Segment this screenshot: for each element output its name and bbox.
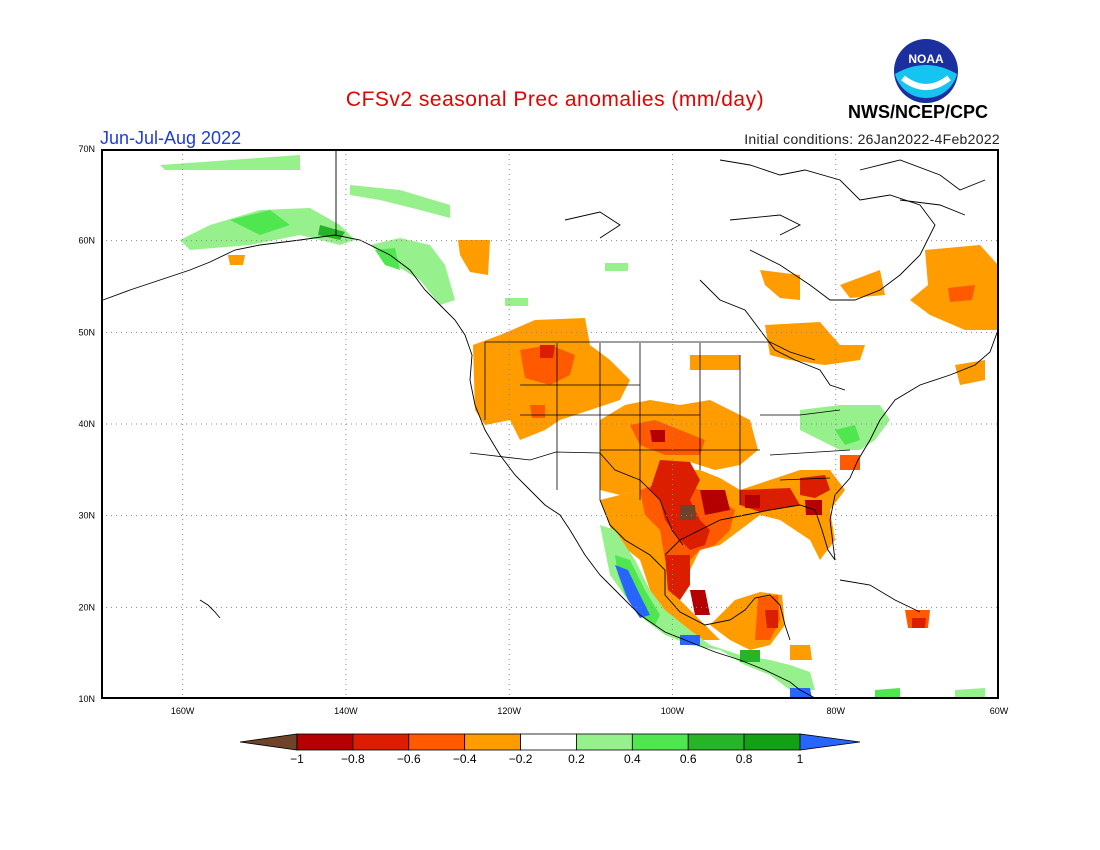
lat-tick-label: 70N — [78, 144, 95, 154]
colorbar-tick-label: 0.6 — [680, 752, 697, 766]
lat-tick-label: 20N — [78, 602, 95, 612]
colorbar-tick-label: −0.8 — [341, 752, 365, 766]
colorbar-segment — [464, 733, 521, 751]
lon-tick-label: 160W — [171, 706, 195, 716]
colorbar-tick-label: 1 — [797, 752, 804, 766]
coastline-overlay — [102, 150, 999, 699]
colorbar-tick-label: 0.2 — [568, 752, 585, 766]
colorbar-right-arrow — [799, 733, 861, 751]
colorbar-tick-label: −0.2 — [509, 752, 533, 766]
map-title: CFSv2 seasonal Prec anomalies (mm/day) — [345, 88, 765, 111]
colorbar-segment — [408, 733, 466, 751]
colorbar-segment — [743, 733, 801, 751]
lat-tick-label: 10N — [78, 694, 95, 704]
lon-tick-label: 80W — [826, 706, 845, 716]
colorbar-left-arrow — [239, 733, 298, 751]
logo-text: NOAA — [908, 52, 944, 66]
agency-label: NWS/NCEP/CPC — [848, 102, 989, 122]
graticule — [101, 149, 999, 699]
colorbar-segment — [352, 733, 410, 751]
lon-tick-label: 140W — [334, 706, 358, 716]
colorbar-tick-label: −1 — [290, 752, 304, 766]
lat-tick-label: 60N — [78, 236, 95, 246]
colorbar-segment — [576, 733, 633, 751]
initial-conditions-label: Initial conditions: 26Jan2022-4Feb2022 — [744, 131, 1000, 147]
map-frame — [101, 149, 999, 699]
noaa-logo: NOAA — [893, 38, 959, 104]
colorbar-tick-label: −0.4 — [453, 752, 477, 766]
anomaly-field — [160, 155, 998, 699]
lon-tick-label: 120W — [497, 706, 521, 716]
lat-tick-label: 50N — [78, 327, 95, 337]
colorbar-tick-label: 0.4 — [624, 752, 641, 766]
colorbar-tick-label: −0.6 — [397, 752, 421, 766]
colorbar: −1 −0.8 −0.6 −0.4 −0.2 0.2 0.4 0.6 0.8 1 — [239, 733, 861, 766]
colorbar-segment — [631, 733, 689, 751]
colorbar-tick-label: 0.8 — [736, 752, 753, 766]
lon-tick-label: 60W — [990, 706, 1009, 716]
colorbar-segment — [687, 733, 745, 751]
colorbar-segment — [520, 733, 577, 751]
lat-tick-label: 30N — [78, 511, 95, 521]
colorbar-segment — [296, 733, 354, 751]
political-borders — [469, 341, 851, 546]
axis-labels: 70N 60N 50N 40N 30N 20N 10N 160W 140W 120W 100W 80W… — [78, 144, 1008, 716]
lat-tick-label: 40N — [78, 419, 95, 429]
lon-tick-label: 100W — [661, 706, 685, 716]
season-label: Jun-Jul-Aug 2022 — [100, 128, 242, 148]
